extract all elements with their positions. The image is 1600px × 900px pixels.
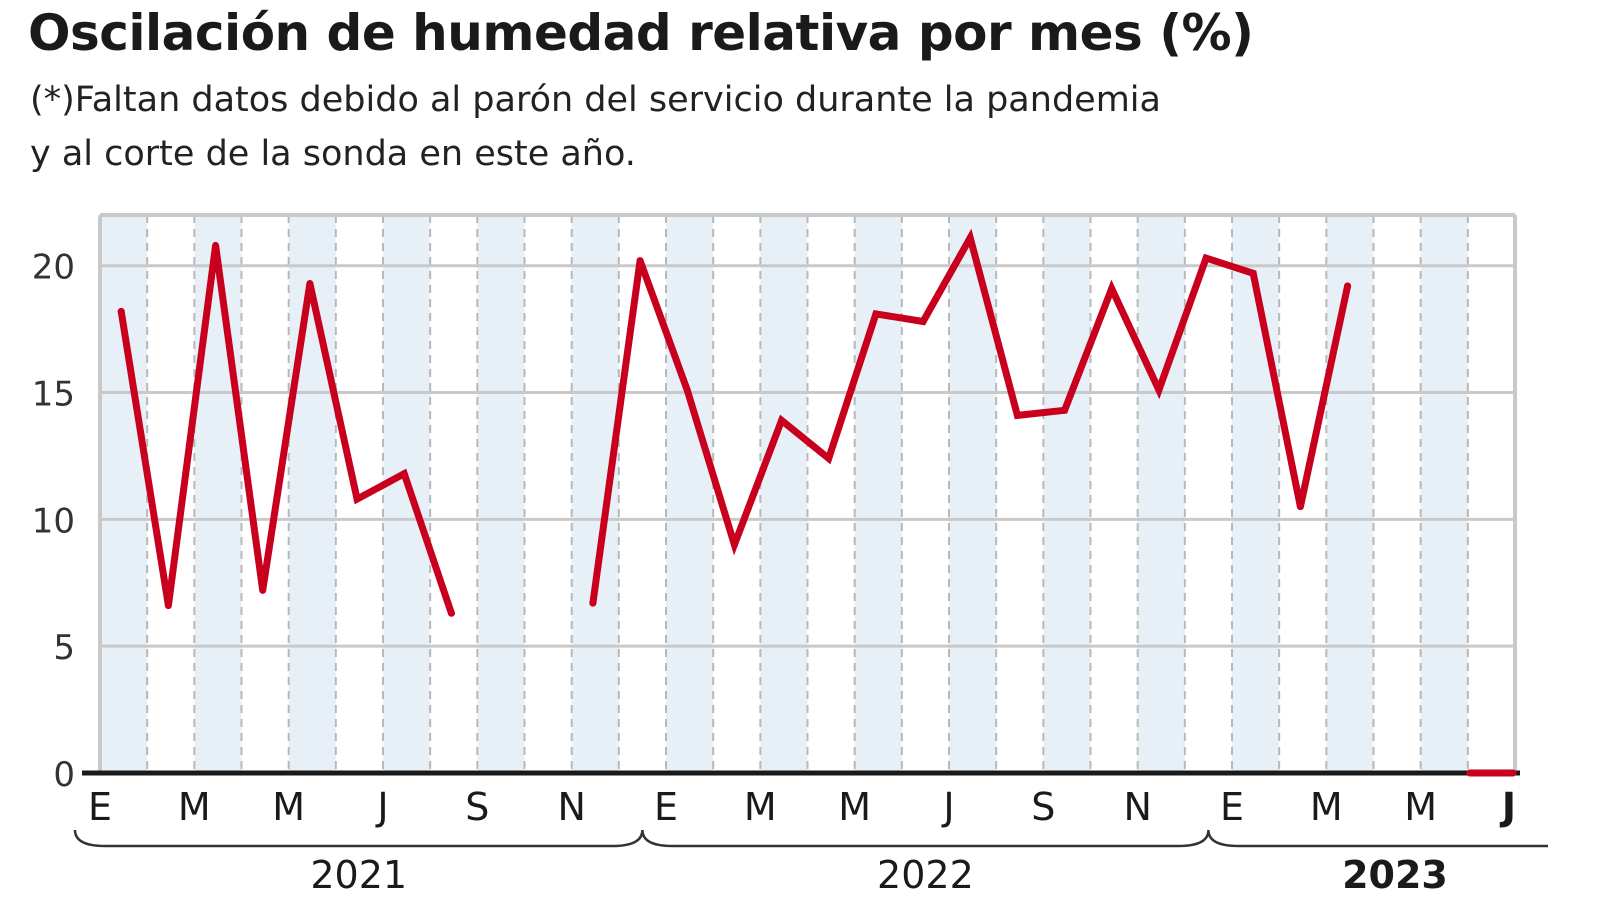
month-column-shade [100,215,148,773]
data-point [212,241,220,249]
data-point [259,586,267,594]
data-point [1155,386,1163,394]
chart-subtitle-line-2: y al corte de la sonda en este año. [30,134,636,174]
data-point [447,609,455,617]
x-month-label: E [654,785,678,829]
x-year-label: 2022 [877,853,974,897]
data-point [1202,254,1210,262]
data-point [1296,503,1304,511]
y-tick-label: 15 [32,375,75,415]
month-column-shade [383,215,431,773]
data-point [966,234,974,242]
y-tick-label: 10 [32,501,75,541]
month-column-shade [477,215,525,773]
y-tick-label: 0 [53,755,75,795]
month-column-shade [666,215,714,773]
data-point [778,416,786,424]
data-point [825,454,833,462]
x-month-label: S [465,785,489,829]
x-month-label: J [941,785,954,829]
data-point [1344,282,1352,290]
data-point [919,318,927,326]
y-tick-label: 20 [32,248,75,288]
x-month-label: N [557,785,585,829]
data-point [589,599,597,607]
x-month-label: J [1499,785,1516,829]
x-month-label: M [838,785,871,829]
x-month-label: M [1404,785,1437,829]
month-column-shade [571,215,619,773]
x-year-label: 2023 [1342,853,1448,897]
data-point [1013,411,1021,419]
data-point [306,279,314,287]
x-month-label: S [1031,785,1055,829]
x-year-label: 2021 [310,853,407,897]
x-month-label: M [272,785,305,829]
month-column-shade [854,215,902,773]
x-month-label: M [178,785,211,829]
month-column-shade [194,215,242,773]
month-column-shade [1326,215,1374,773]
data-point [636,257,644,265]
data-point [730,541,738,549]
data-point [683,386,691,394]
data-point [400,470,408,478]
chart-subtitle-line-1: (*)Faltan datos debido al parón del serv… [30,80,1161,120]
x-month-label: E [1220,785,1244,829]
chart-title: Oscilación de humedad relativa por mes (… [28,4,1254,62]
month-column-shade [1043,215,1091,773]
y-tick-label: 5 [53,628,75,668]
data-point [353,495,361,503]
x-month-label: N [1123,785,1151,829]
x-month-label: M [1310,785,1343,829]
x-month-label: E [88,785,112,829]
data-point [1108,285,1116,293]
month-column-shade [760,215,808,773]
data-point [1061,406,1069,414]
month-column-shade [1232,215,1280,773]
data-point [117,307,125,315]
data-point [1249,269,1257,277]
x-month-label: J [375,785,388,829]
month-column-shade [1137,215,1185,773]
data-point [164,602,172,610]
year-bracket [73,829,1548,848]
data-point [872,310,880,318]
humidity-line-segment [117,244,455,617]
month-column-shade [1420,215,1468,773]
x-month-label: M [744,785,777,829]
